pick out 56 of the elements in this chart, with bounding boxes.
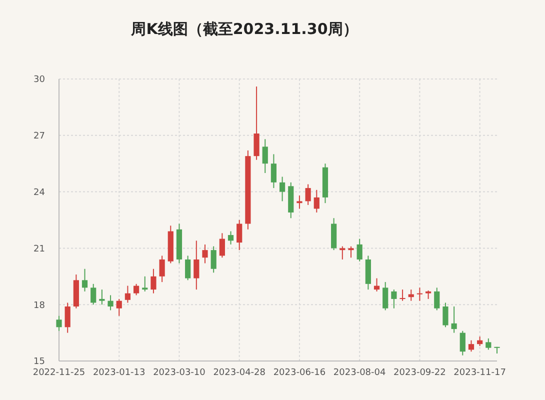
candlestick (279, 176, 286, 202)
candlestick (254, 86, 260, 160)
candlestick (159, 255, 165, 283)
candlestick (270, 154, 277, 189)
x-tick-label: 2023-08-04 (333, 368, 386, 378)
candlestick (108, 294, 114, 311)
candlestick (82, 268, 88, 292)
candlestick (400, 289, 406, 302)
candlestick (486, 338, 492, 350)
y-tick-label: 18 (34, 300, 46, 311)
x-tick-label: 2023-04-28 (213, 368, 266, 378)
x-tick-label: 2023-11-17 (454, 368, 506, 378)
candlestick (116, 298, 122, 316)
candlestick (219, 232, 225, 258)
candlestick (434, 287, 440, 311)
candlestick (202, 244, 208, 264)
candlestick (99, 289, 105, 306)
candlestick (150, 268, 156, 294)
candlestick (460, 330, 466, 356)
candlestick (382, 282, 388, 311)
candlestick (228, 230, 234, 245)
candlestick (142, 276, 148, 292)
x-tick-label: 2023-01-13 (92, 368, 146, 378)
candlestick (194, 240, 200, 290)
candlestick (477, 336, 483, 346)
candlestick (416, 287, 423, 302)
candlestick (374, 278, 380, 292)
candlestick (451, 306, 457, 334)
y-tick-label: 30 (34, 75, 46, 86)
x-tick-label: 2022-11-25 (32, 368, 86, 378)
candlestick (124, 285, 131, 304)
candlestick (210, 246, 216, 274)
candlestick (56, 315, 62, 332)
candlestick (348, 246, 354, 258)
y-tick-label: 24 (34, 188, 46, 198)
x-tick-label: 2023-09-22 (394, 368, 446, 378)
x-tick-label: 2023-06-16 (273, 368, 326, 378)
y-tick-label: 21 (34, 244, 45, 254)
candlestick (340, 246, 346, 260)
candlestick (468, 340, 474, 352)
candlestick (236, 220, 242, 251)
candlestick (314, 189, 320, 213)
candlestick (90, 283, 96, 306)
candlestick (185, 255, 191, 281)
chart-title: 周K线图（截至2023.11.30周） (130, 20, 358, 38)
candlestick (356, 238, 362, 262)
candlestick (296, 195, 302, 210)
x-tick-label: 2023-03-10 (153, 368, 206, 378)
y-tick-label: 15 (34, 357, 45, 368)
candlestick (391, 289, 397, 309)
y-tick-label: 27 (34, 132, 45, 142)
candlestick (133, 283, 140, 296)
candlestick (442, 302, 448, 328)
candlestick (64, 302, 70, 334)
candlestick (305, 184, 311, 206)
candlestick (262, 138, 268, 174)
